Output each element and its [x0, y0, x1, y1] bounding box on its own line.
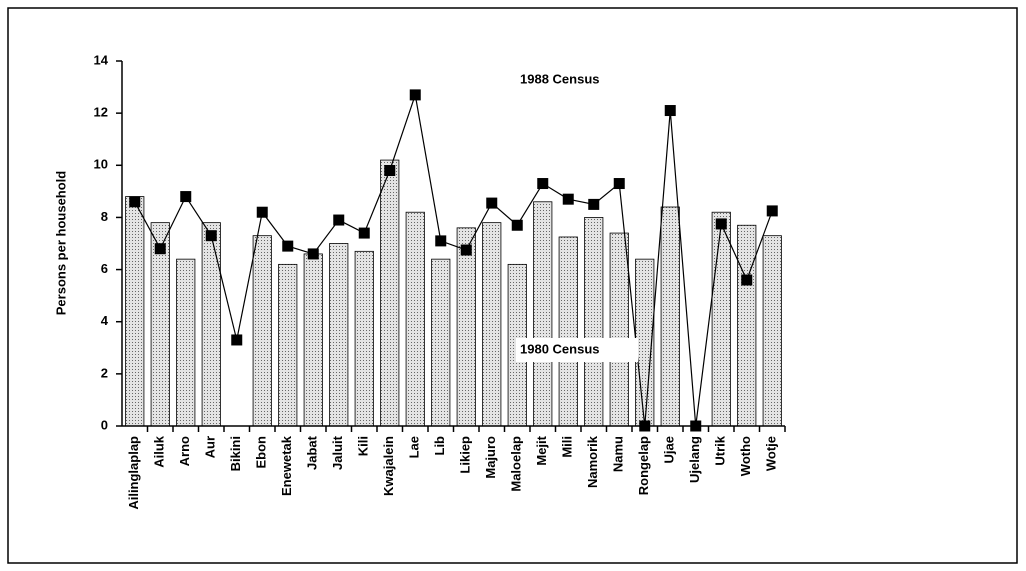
marker: [715, 218, 727, 230]
marker: [435, 235, 447, 247]
y-tick-label: 4: [101, 313, 109, 328]
x-tick-label: Ailuk: [152, 435, 167, 468]
bar: [354, 250, 374, 427]
x-tick-label: Lib: [432, 436, 447, 456]
y-tick-label: 2: [101, 365, 108, 380]
bar: [303, 253, 323, 427]
bar: [431, 258, 451, 427]
marker: [588, 198, 600, 210]
annotation-bg: [516, 338, 638, 362]
x-tick-label: Wotho: [738, 436, 753, 476]
x-tick-label: Namorik: [585, 435, 600, 488]
y-tick-label: 14: [94, 52, 109, 67]
bar: [711, 211, 731, 427]
y-tick-label: 6: [101, 261, 108, 276]
marker: [664, 105, 676, 117]
bar: [737, 224, 757, 427]
x-tick-label: Maloelap: [509, 436, 524, 492]
x-tick-label: Namu: [611, 436, 626, 472]
marker: [154, 243, 166, 255]
x-tick-label: Bikini: [228, 436, 243, 471]
marker: [741, 274, 753, 286]
marker: [180, 191, 192, 203]
bar: [176, 258, 196, 427]
x-tick-label: Jaluit: [330, 435, 345, 470]
bar: [201, 222, 221, 427]
marker: [384, 165, 396, 176]
y-tick-label: 0: [101, 417, 108, 432]
x-tick-label: Likiep: [458, 436, 473, 474]
marker: [358, 227, 370, 239]
x-tick-label: Arno: [177, 436, 192, 466]
y-tick-label: 8: [101, 209, 108, 224]
x-tick-label: Mili: [560, 436, 575, 458]
x-tick-label: Aur: [203, 436, 218, 458]
frame: [7, 7, 1018, 564]
marker: [511, 219, 523, 231]
x-tick-label: Ujae: [662, 436, 677, 463]
x-tick-label: Rongelap: [636, 436, 651, 495]
marker: [562, 193, 574, 205]
marker: [409, 89, 421, 101]
bar: [558, 236, 578, 427]
bar: [329, 243, 349, 427]
marker: [766, 205, 778, 217]
bar: [762, 235, 782, 427]
bar: [609, 232, 629, 427]
bar: [533, 201, 553, 427]
marker: [613, 178, 625, 190]
bar: [252, 235, 272, 427]
x-tick-label: Kwajalein: [381, 436, 396, 496]
bar: [456, 227, 476, 427]
marker: [256, 206, 268, 218]
bar: [125, 196, 145, 427]
x-tick-label: Enewetak: [279, 435, 294, 496]
x-tick-label: Jabat: [305, 435, 320, 470]
annotation: 1988 Census: [520, 71, 600, 86]
marker: [460, 244, 472, 256]
marker: [486, 197, 498, 209]
line: [134, 94, 773, 427]
y-tick-label: 10: [94, 157, 108, 172]
marker: [333, 214, 345, 226]
x-tick-label: Ebon: [254, 436, 269, 469]
x-tick-label: Ujelang: [687, 436, 702, 483]
marker: [537, 178, 549, 190]
y-axis-label: Persons per household: [53, 171, 68, 316]
annotation: 1980 Census: [520, 341, 600, 356]
bar: [278, 263, 298, 427]
x-tick-label: Ailinglaplap: [126, 436, 141, 510]
x-tick-label: Mejit: [534, 435, 549, 465]
marker: [205, 230, 217, 242]
y-tick-label: 12: [94, 105, 108, 120]
marker: [231, 334, 243, 346]
x-tick-label: Majuro: [483, 436, 498, 479]
bar: [660, 206, 680, 427]
x-tick-label: Kili: [356, 436, 371, 456]
bar: [405, 211, 425, 427]
bar: [380, 159, 400, 427]
bar: [482, 222, 502, 427]
x-tick-label: Utrik: [713, 435, 728, 465]
x-tick-label: Lae: [407, 436, 422, 458]
marker: [282, 240, 294, 252]
marker: [307, 248, 319, 260]
bar: [584, 217, 604, 427]
x-tick-label: Wotje: [764, 436, 779, 471]
marker: [129, 196, 141, 208]
